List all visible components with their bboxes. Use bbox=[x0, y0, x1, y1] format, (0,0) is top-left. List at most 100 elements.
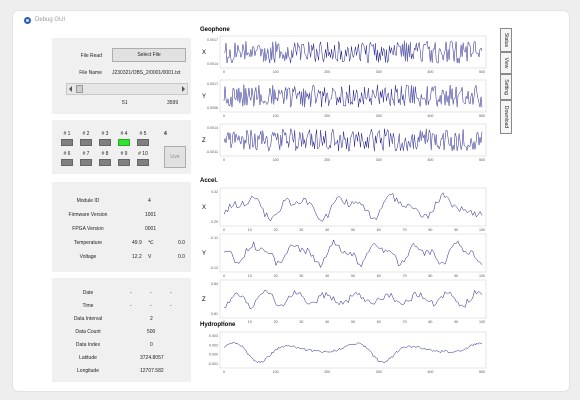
live-button[interactable]: Live bbox=[164, 146, 186, 168]
module-indicator-2[interactable] bbox=[80, 139, 92, 146]
signal-line bbox=[223, 239, 483, 269]
module-indicator-8[interactable] bbox=[99, 159, 111, 166]
x-tick-label: 10 bbox=[248, 274, 252, 278]
y-tick-label: 0.0014 bbox=[207, 126, 218, 130]
module-indicator-10[interactable] bbox=[137, 159, 149, 166]
time-label: Time bbox=[82, 303, 94, 309]
x-tick-label: 0 bbox=[223, 274, 225, 278]
x-tick-label: 90 bbox=[454, 274, 458, 278]
signal-line bbox=[223, 84, 483, 108]
y-tick-label: 0.002 bbox=[209, 343, 218, 347]
x-tick-label: 100 bbox=[273, 158, 279, 162]
x-tick-label: 500 bbox=[479, 114, 485, 118]
slider-value: 51 bbox=[122, 100, 128, 106]
file-slider[interactable] bbox=[66, 83, 188, 95]
tab-setting[interactable]: Setting bbox=[500, 74, 512, 100]
slider-left-arrow-icon[interactable] bbox=[69, 86, 72, 92]
file-panel: File Read Select File File Name J230321/… bbox=[52, 38, 191, 114]
plot-axis-name: X bbox=[202, 50, 206, 56]
x-tick-label: 400 bbox=[427, 114, 433, 118]
x-tick-label: 20 bbox=[274, 274, 278, 278]
plot-axis-name: Z bbox=[202, 138, 206, 144]
x-tick-label: 20 bbox=[274, 320, 278, 324]
y-tick-label: 0.29 bbox=[211, 220, 218, 224]
app-icon bbox=[24, 17, 31, 24]
plot-frame bbox=[219, 79, 487, 113]
module-indicator-3[interactable] bbox=[99, 139, 111, 146]
tab-download[interactable]: Download bbox=[500, 100, 512, 134]
x-tick-label: 50 bbox=[351, 228, 355, 232]
file-read-label: File Read bbox=[80, 53, 102, 59]
plot-frame bbox=[219, 123, 487, 157]
time-value-2: - bbox=[150, 303, 152, 309]
module-indicator-6[interactable] bbox=[61, 159, 73, 166]
x-tick-label: 80 bbox=[428, 228, 432, 232]
firmware-value: 1001 bbox=[145, 212, 157, 218]
slider-right-arrow-icon[interactable] bbox=[182, 86, 185, 92]
module-id-label: Module ID bbox=[76, 198, 100, 204]
plot-frame bbox=[219, 279, 487, 319]
x-tick-label: 100 bbox=[273, 70, 279, 74]
x-tick-label: 90 bbox=[454, 320, 458, 324]
module-indicator-1[interactable] bbox=[61, 139, 73, 146]
module-label: # 2 bbox=[82, 131, 90, 137]
data-index-label: Data Index bbox=[75, 342, 101, 348]
slider-thumb[interactable] bbox=[76, 85, 83, 93]
x-tick-label: 60 bbox=[377, 274, 381, 278]
window-title: Debug GUI bbox=[35, 17, 66, 23]
module-label: # 3 bbox=[101, 131, 109, 137]
module-label: # 7 bbox=[82, 151, 90, 157]
select-file-button[interactable]: Select File bbox=[112, 48, 186, 62]
module-indicator-9[interactable] bbox=[118, 159, 130, 166]
x-tick-label: 70 bbox=[403, 274, 407, 278]
tab-status[interactable]: Status bbox=[500, 28, 512, 52]
temperature-value: 49.9 bbox=[132, 240, 142, 246]
temperature-extra: 0.0 bbox=[178, 240, 185, 246]
signal-line bbox=[223, 192, 483, 222]
longitude-label: Longitude bbox=[77, 368, 99, 374]
file-name-value: J230321/OBS_2/0001/0001.txt bbox=[112, 70, 181, 76]
y-tick-label: 0.003 bbox=[209, 334, 218, 338]
plot-axis-name: Y bbox=[202, 251, 206, 257]
module-label: # 8 bbox=[101, 151, 109, 157]
hydrophone-title: Hydrophone bbox=[200, 322, 236, 328]
x-tick-label: 200 bbox=[324, 70, 330, 74]
time-value: - bbox=[130, 303, 132, 309]
x-tick-label: 30 bbox=[299, 274, 303, 278]
tab-view[interactable]: View bbox=[500, 52, 512, 74]
plot-frame bbox=[219, 187, 487, 227]
x-tick-label: 60 bbox=[377, 320, 381, 324]
longitude-value: 12707.582 bbox=[140, 368, 164, 374]
y-tick-label: 0.0014 bbox=[207, 62, 218, 66]
x-tick-label: 80 bbox=[428, 320, 432, 324]
x-tick-label: 70 bbox=[403, 320, 407, 324]
y-tick-label: -0.001 bbox=[208, 362, 218, 366]
y-tick-label: 0.81 bbox=[211, 312, 218, 316]
y-tick-label: 0.0017 bbox=[207, 82, 218, 86]
module-label: # 10 bbox=[138, 151, 148, 157]
x-tick-label: 100 bbox=[479, 228, 485, 232]
module-indicator-4[interactable] bbox=[118, 139, 130, 146]
x-tick-label: 80 bbox=[428, 274, 432, 278]
x-tick-label: 40 bbox=[325, 320, 329, 324]
x-tick-label: 50 bbox=[351, 320, 355, 324]
tab-setting-label: Setting bbox=[503, 79, 509, 95]
x-tick-label: 400 bbox=[427, 370, 433, 374]
plot-frame bbox=[219, 35, 487, 69]
temperature-unit: ℃ bbox=[148, 240, 154, 246]
x-tick-label: 500 bbox=[479, 370, 485, 374]
plot-frame bbox=[219, 331, 487, 369]
x-tick-label: 300 bbox=[376, 158, 382, 162]
x-tick-label: 90 bbox=[454, 228, 458, 232]
module-indicator-7[interactable] bbox=[80, 159, 92, 166]
module-label: # 6 bbox=[63, 151, 71, 157]
voltage-label: Voltage bbox=[79, 254, 97, 260]
x-tick-label: 0 bbox=[223, 320, 225, 324]
x-tick-label: 10 bbox=[248, 228, 252, 232]
module-count: 4 bbox=[164, 131, 167, 137]
x-tick-label: 30 bbox=[299, 320, 303, 324]
module-indicator-5[interactable] bbox=[137, 139, 149, 146]
x-tick-label: 60 bbox=[377, 228, 381, 232]
tab-view-label: View bbox=[503, 57, 509, 69]
x-tick-label: 100 bbox=[479, 320, 485, 324]
